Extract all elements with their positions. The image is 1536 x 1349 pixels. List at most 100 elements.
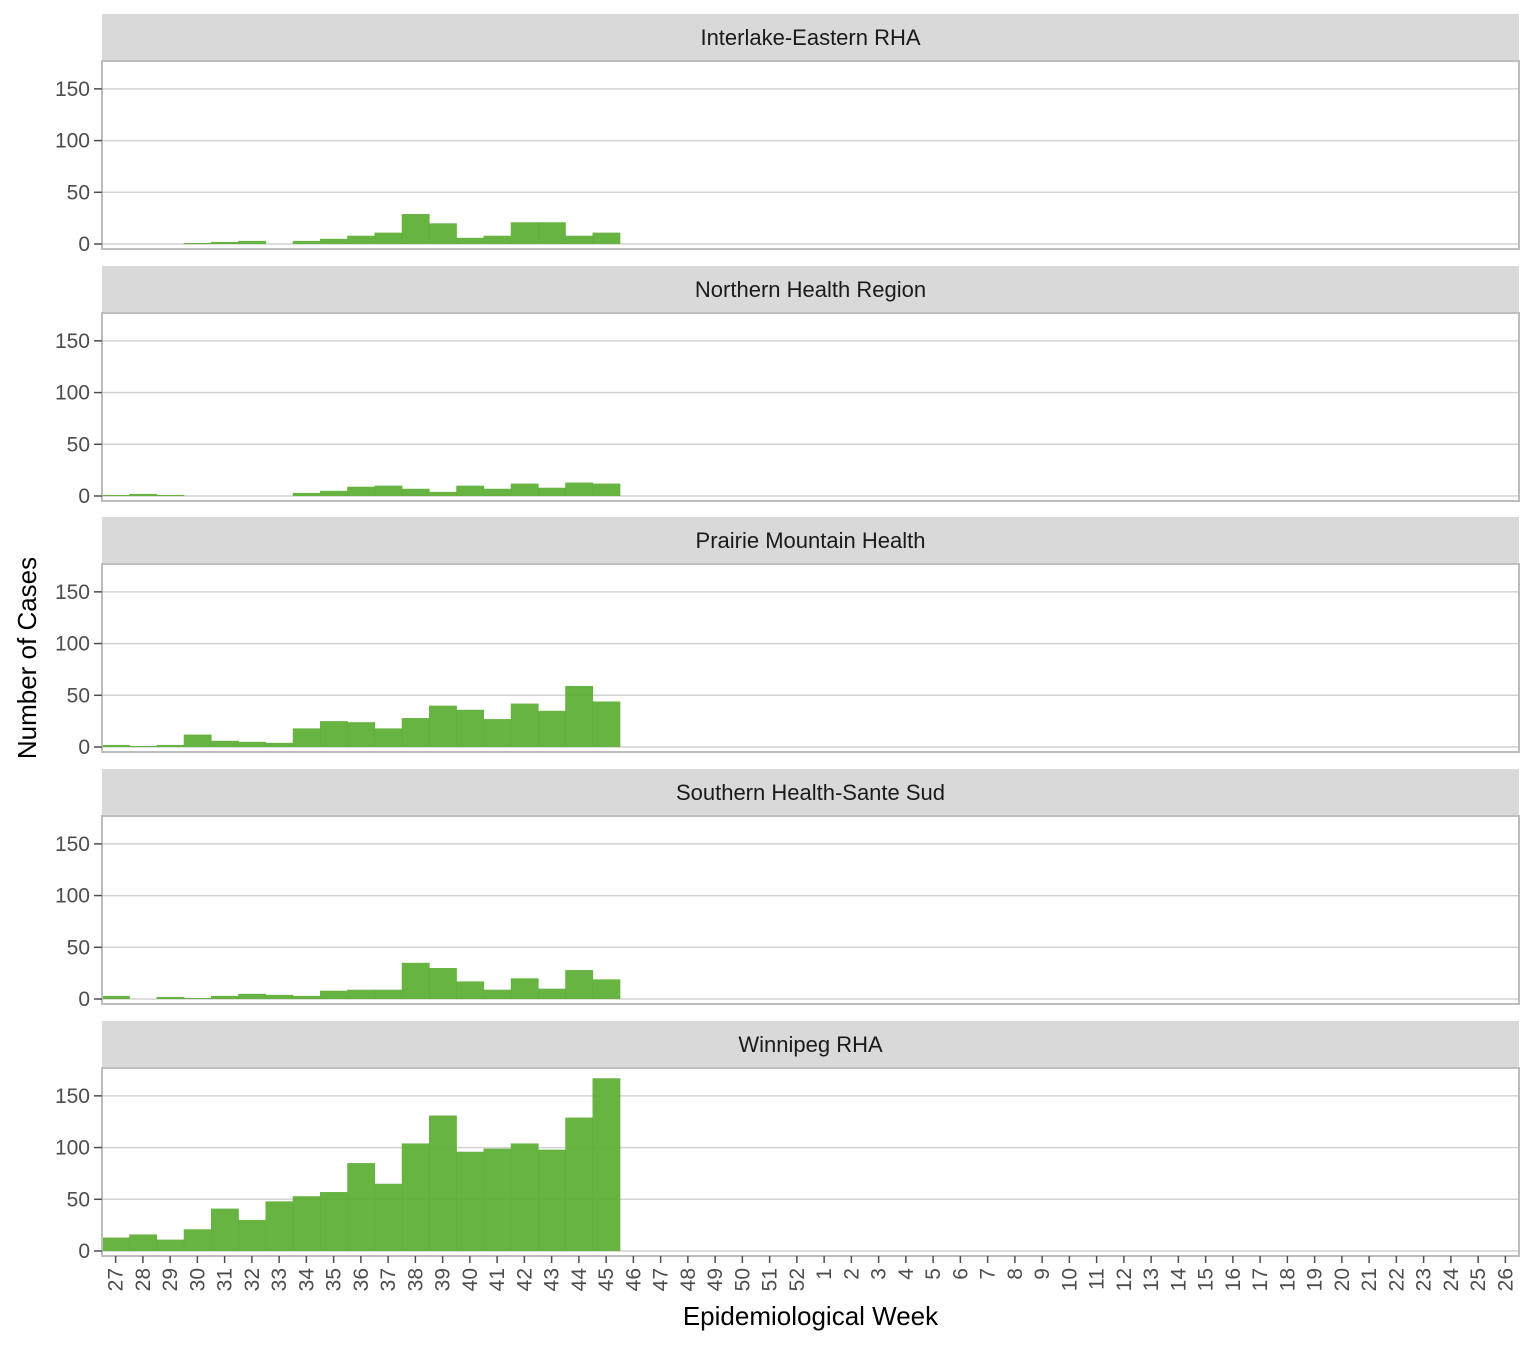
facet-panel: Interlake-Eastern RHA 0 50 100 150 <box>55 14 1520 256</box>
bar <box>483 719 512 747</box>
x-tick-label: 45 <box>595 1268 618 1291</box>
y-tick-label: 150 <box>55 78 90 101</box>
bar <box>401 718 430 747</box>
bar <box>292 728 321 747</box>
bar <box>183 997 212 999</box>
facet-title: Interlake-Eastern RHA <box>700 25 920 50</box>
bar <box>156 996 185 999</box>
bar <box>538 1149 566 1251</box>
x-tick-label: 43 <box>541 1268 564 1291</box>
bar <box>483 235 512 244</box>
x-tick-label: 13 <box>1140 1268 1163 1291</box>
x-tick-label: 11 <box>1086 1268 1109 1290</box>
bar <box>129 1234 158 1251</box>
panel-border <box>101 563 1520 753</box>
bar <box>592 979 621 999</box>
y-tick-label: 100 <box>55 1137 90 1160</box>
facet-strip <box>102 769 1519 815</box>
bar <box>211 241 239 244</box>
bar <box>292 492 321 496</box>
x-tick-label: 6 <box>949 1268 972 1280</box>
bar <box>510 1143 539 1251</box>
x-tick-label: 38 <box>404 1268 427 1291</box>
bar <box>429 491 457 496</box>
x-tick-label: 41 <box>486 1268 509 1291</box>
plot-area <box>102 816 1519 1004</box>
facet-title: Prairie Mountain Health <box>696 528 926 553</box>
bar <box>347 486 376 496</box>
bar <box>347 722 376 747</box>
plot-area <box>102 61 1519 249</box>
x-tick-label: 26 <box>1494 1268 1517 1291</box>
bar <box>592 701 621 747</box>
x-tick-label: 4 <box>895 1268 918 1280</box>
y-tick-label: 0 <box>78 736 90 759</box>
bar <box>320 490 348 496</box>
x-tick-label: 42 <box>513 1268 536 1291</box>
x-tick-label: 22 <box>1385 1268 1408 1291</box>
x-tick-label: 18 <box>1276 1268 1299 1291</box>
bar <box>483 488 512 496</box>
panel-border <box>101 815 1520 1005</box>
panel-border <box>101 1067 1520 1257</box>
facet-panel: Prairie Mountain Health 0 50 100 150 <box>55 517 1520 759</box>
y-tick-label: 100 <box>55 633 90 656</box>
x-tick-label: 34 <box>295 1268 318 1292</box>
bar <box>320 721 348 747</box>
bar <box>456 485 485 496</box>
x-tick-label: 44 <box>568 1268 591 1292</box>
bar <box>538 710 566 747</box>
facet-strip <box>102 1021 1519 1067</box>
bar <box>401 488 430 496</box>
y-tick-label: 50 <box>67 1188 90 1211</box>
y-tick-label: 150 <box>55 1085 90 1108</box>
y-tick-label: 100 <box>55 382 90 405</box>
x-tick-label: 2 <box>840 1268 863 1280</box>
bar <box>265 1201 294 1251</box>
bar <box>156 744 185 747</box>
bar <box>320 990 348 999</box>
bar <box>238 1219 267 1251</box>
bar <box>102 744 130 747</box>
bar <box>183 734 212 747</box>
x-tick-label: 8 <box>1004 1268 1027 1280</box>
bar <box>565 685 594 747</box>
bar <box>211 995 239 999</box>
facet-title: Southern Health-Sante Sud <box>676 780 945 805</box>
bar <box>565 482 594 496</box>
x-tick-label: 5 <box>922 1268 945 1280</box>
x-axis-title: Epidemiological Week <box>683 1301 939 1331</box>
bar <box>456 1151 485 1251</box>
bar <box>483 1148 512 1251</box>
y-tick-label: 150 <box>55 581 90 604</box>
x-tick-label: 39 <box>432 1268 455 1291</box>
panel-border <box>101 312 1520 502</box>
bar <box>592 232 621 244</box>
bar <box>456 237 485 244</box>
y-tick-label: 0 <box>78 485 90 508</box>
y-tick-label: 150 <box>55 330 90 353</box>
x-tick-label: 29 <box>159 1268 182 1291</box>
bar <box>292 995 321 999</box>
bar <box>565 235 594 244</box>
facet-panel: Winnipeg RHA 0 50 100 150 <box>55 1021 1520 1263</box>
x-tick-label: 14 <box>1167 1268 1190 1292</box>
bar <box>374 485 403 496</box>
y-axis-title: Number of Cases <box>12 557 42 759</box>
bar <box>238 240 267 244</box>
x-tick-label: 51 <box>759 1268 782 1291</box>
bar <box>102 494 130 496</box>
facet-panel: Northern Health Region 0 50 100 150 <box>55 266 1520 508</box>
bar <box>183 1229 212 1251</box>
bar <box>211 740 239 747</box>
bar <box>456 709 485 747</box>
bar <box>292 1196 321 1251</box>
x-tick-label: 35 <box>323 1268 346 1291</box>
y-tick-label: 50 <box>67 181 90 204</box>
x-tick-label: 24 <box>1440 1268 1463 1292</box>
x-tick-label: 9 <box>1031 1268 1054 1280</box>
bar <box>510 483 539 496</box>
x-tick-label: 49 <box>704 1268 727 1291</box>
x-tick-label: 20 <box>1331 1268 1354 1291</box>
